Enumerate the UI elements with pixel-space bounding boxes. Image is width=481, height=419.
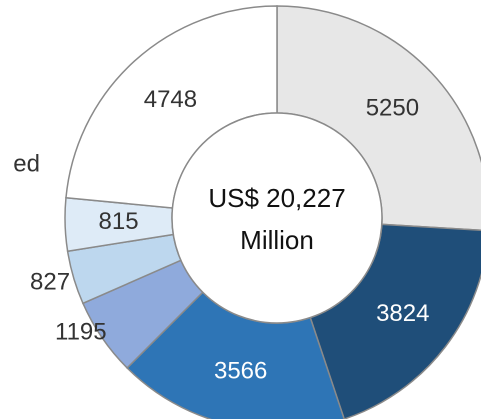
data-label: 827 [30,268,70,295]
data-label: 4748 [144,86,197,113]
data-label: 1195 [55,318,107,345]
center-text: Million [240,225,314,255]
data-label: 3824 [376,300,429,327]
data-label: 815 [99,208,139,235]
data-label: 5250 [366,95,419,122]
center-text: US$ 20,227 [208,183,345,213]
annotation: ed [13,150,40,177]
data-label: 3566 [214,358,267,385]
donut-hole [171,112,383,324]
